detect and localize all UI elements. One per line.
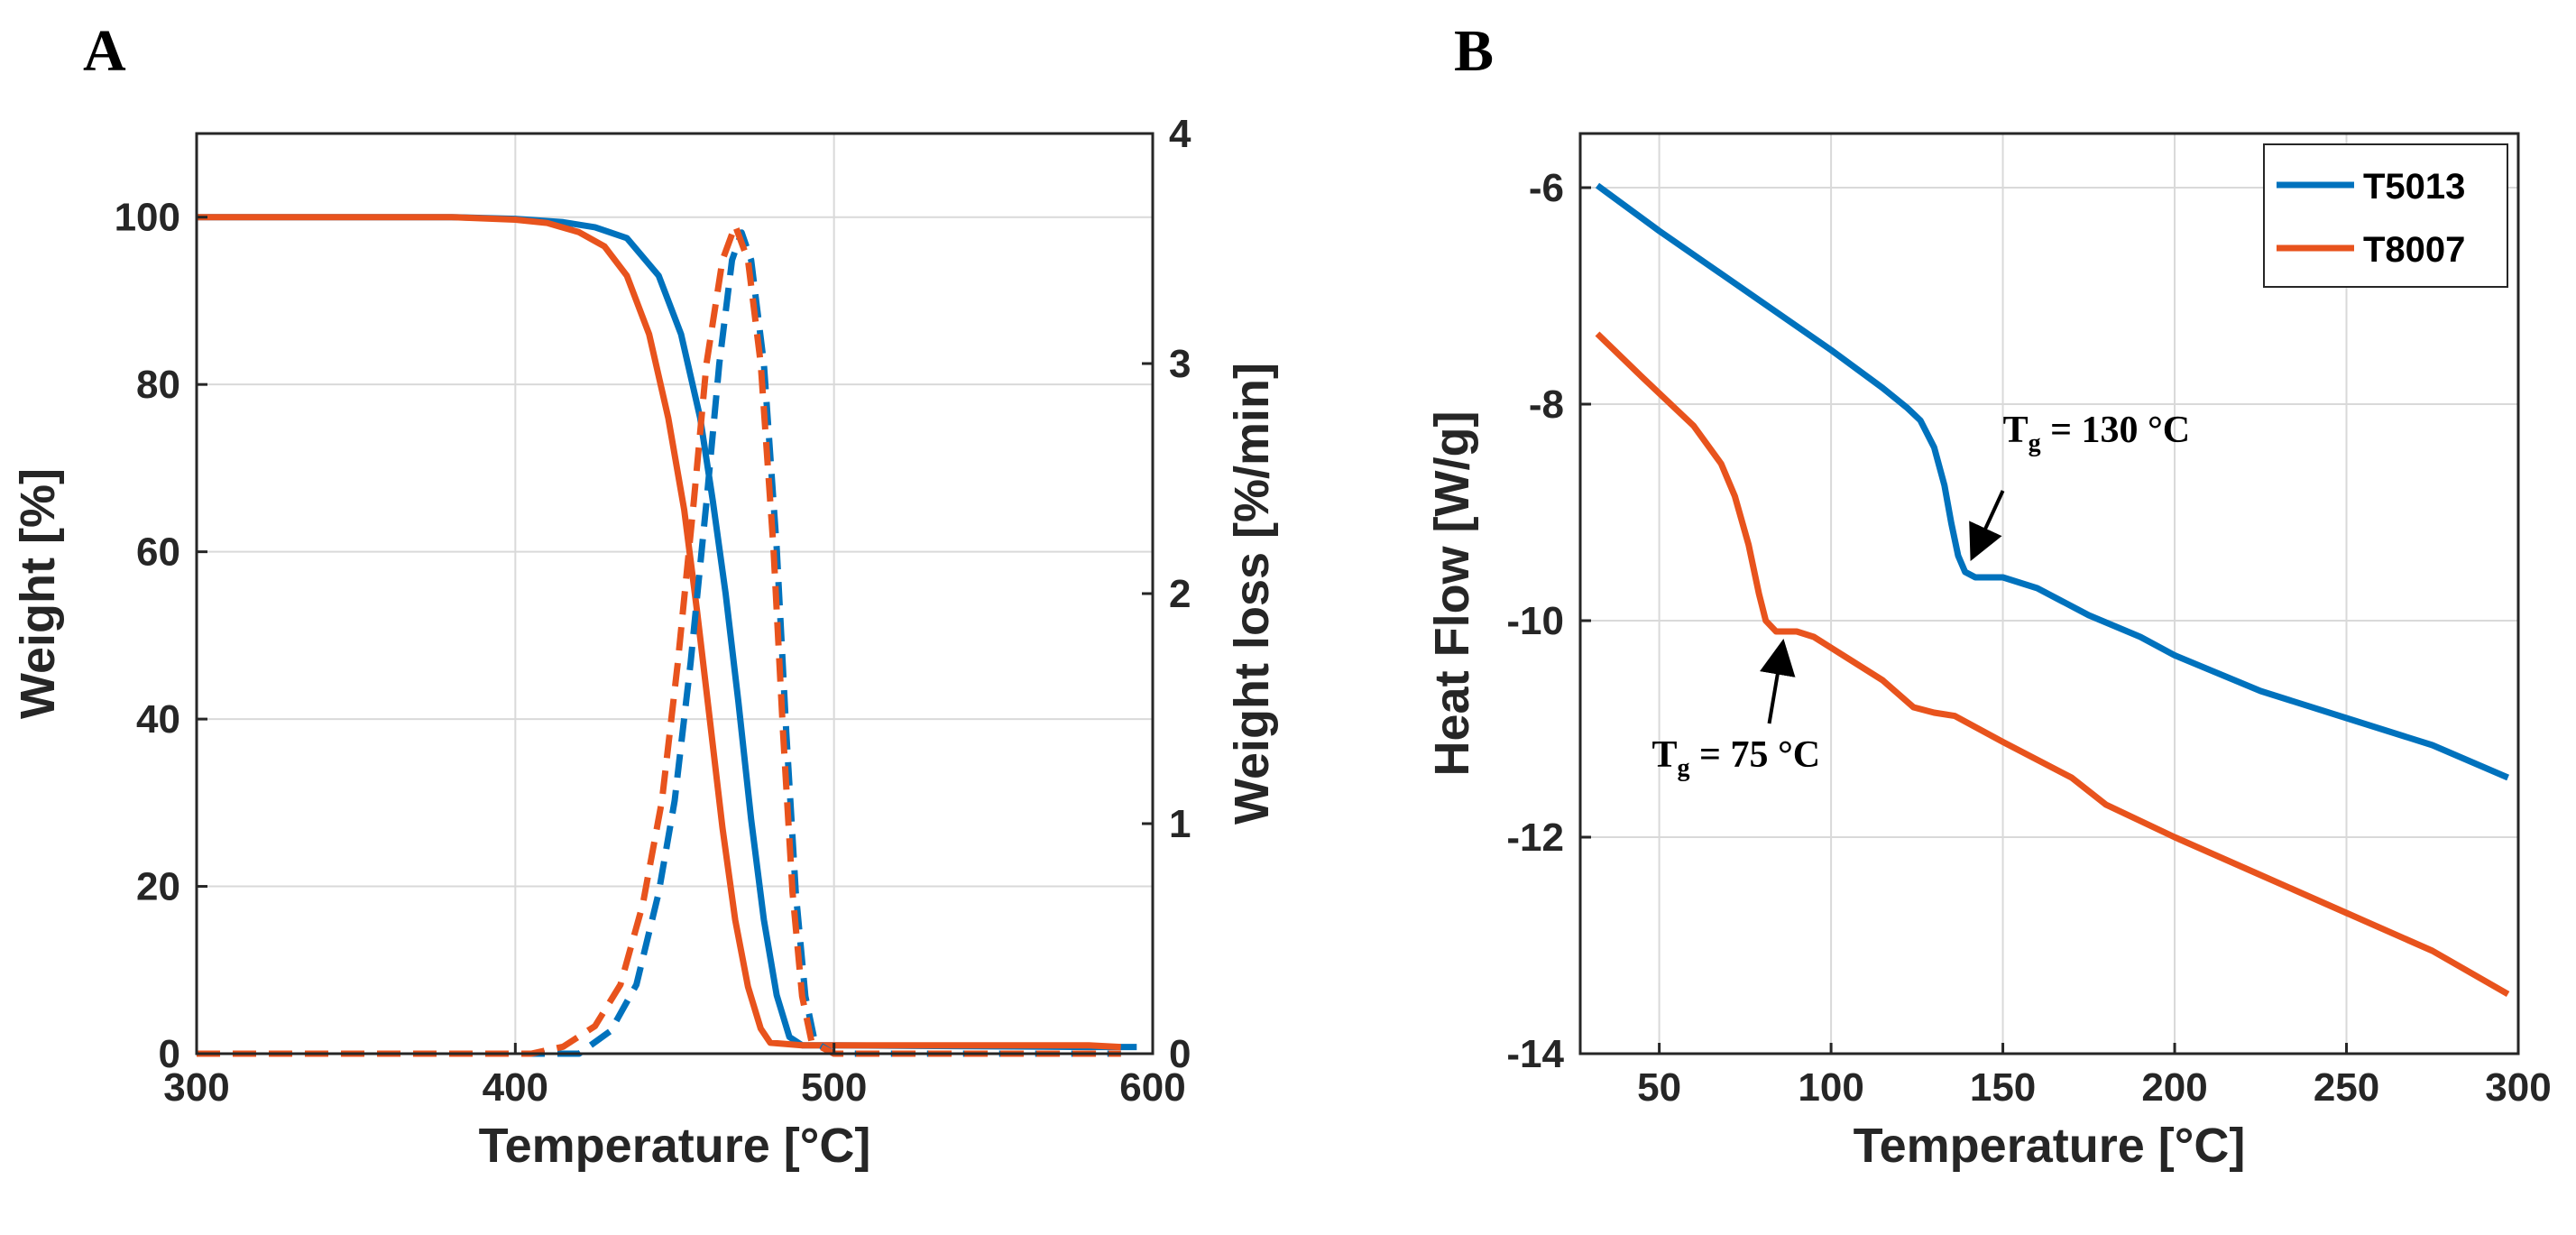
chart-b-x-tick-label: 250 bbox=[2314, 1065, 2379, 1110]
chart-a-series bbox=[197, 214, 1137, 1057]
chart-b-y-tick-label: -6 bbox=[1529, 166, 1564, 210]
chart-b-series bbox=[1595, 182, 2510, 998]
annotation-text-130-sub: g bbox=[2029, 429, 2041, 457]
panel-label-b: B bbox=[1454, 18, 1494, 84]
chart-b-y-tick-label: -14 bbox=[1506, 1032, 1564, 1076]
chart-a-y-tick-label: 100 bbox=[115, 196, 180, 240]
chart-a-y-tick-label: 60 bbox=[136, 530, 180, 575]
annotation-text-130-main: T bbox=[2003, 410, 2029, 451]
chart-a-x-tick-label: 300 bbox=[163, 1065, 229, 1110]
annotation-text-75-main: T bbox=[1652, 734, 1678, 776]
annotation-text-75-sub: g bbox=[1678, 754, 1690, 782]
chart-b-series-t5013 bbox=[1595, 182, 2509, 781]
annotation-text-75: Tg = 75 °C bbox=[1652, 734, 1821, 782]
chart-a-x-tick-label: 400 bbox=[483, 1065, 548, 1110]
annotation-arrow-130 bbox=[1969, 490, 2005, 562]
chart-b-y-tick-label: -8 bbox=[1529, 382, 1564, 427]
chart-a-y-tick-label: 40 bbox=[136, 697, 180, 742]
chart-a-y2-tick-label: 3 bbox=[1169, 342, 1191, 386]
chart-b-x-axis-label: Temperature [°C] bbox=[1854, 1119, 2246, 1173]
chart-b-y-tick-label: -12 bbox=[1506, 816, 1564, 860]
chart-a-y2-tick-label: 1 bbox=[1169, 802, 1191, 846]
chart-a-series-t8007-weight-loss bbox=[197, 222, 1121, 1057]
annotation-text-130: Tg = 130 °C bbox=[2003, 410, 2191, 457]
chart-b-y-axis-label: Heat Flow [W/g] bbox=[1425, 411, 1479, 777]
chart-a-x-axis-label: Temperature [°C] bbox=[479, 1119, 871, 1173]
chart-a-series-t5013-weight-loss bbox=[197, 229, 1121, 1057]
chart-a-y-axis-label: Weight [%] bbox=[11, 468, 65, 719]
chart-a-y2-tick-label: 2 bbox=[1169, 572, 1191, 616]
annotation-arrow-75 bbox=[1760, 639, 1796, 724]
chart-a-y2-tick-label: 0 bbox=[1169, 1032, 1191, 1076]
annotation-text-130-rest: = 130 °C bbox=[2041, 410, 2191, 451]
chart-b-x-tick-label: 100 bbox=[1798, 1065, 1863, 1110]
chart-a-grid bbox=[196, 134, 1154, 1055]
chart-a-y2-tick-label: 4 bbox=[1169, 112, 1191, 156]
chart-a-x-tick-label: 600 bbox=[1119, 1065, 1185, 1110]
chart-b-x-tick-label: 200 bbox=[2141, 1065, 2207, 1110]
chart-a-y2-axis-label: Weight loss [%/min] bbox=[1225, 363, 1279, 825]
annotation-tg-130: Tg = 130 °C bbox=[1969, 410, 2191, 562]
legend-box bbox=[2263, 143, 2508, 288]
panel-label-a: A bbox=[83, 18, 126, 84]
chart-b-y-tick-label: -10 bbox=[1506, 599, 1564, 643]
legend-label-t5013: T5013 bbox=[2363, 167, 2465, 207]
chart-b-ticks: 50 100 150 200 250 300 -14 -12 -10 -8 -6 bbox=[1506, 166, 2551, 1110]
chart-a-y-tick-label: 0 bbox=[159, 1032, 180, 1076]
chart-a-y-tick-label: 80 bbox=[136, 363, 180, 407]
chart-a-series-t8007-weight bbox=[197, 214, 1121, 1051]
chart-b-x-tick-label: 50 bbox=[1637, 1065, 1681, 1110]
chart-b-x-tick-label: 150 bbox=[1970, 1065, 2036, 1110]
chart-b-x-tick-label: 300 bbox=[2485, 1065, 2551, 1110]
legend-label-t8007: T8007 bbox=[2363, 230, 2465, 270]
chart-a-x-tick-label: 500 bbox=[801, 1065, 867, 1110]
chart-a-y-tick-label: 20 bbox=[136, 865, 180, 909]
chart-a-series-t5013-weight bbox=[197, 214, 1137, 1051]
chart-b-legend: T5013 T8007 bbox=[2263, 143, 2508, 288]
chart-b-frame bbox=[1578, 132, 2520, 1055]
chart-a-frame bbox=[195, 132, 1155, 1055]
annotation-text-75-rest: = 75 °C bbox=[1690, 734, 1821, 776]
chart-b-series-t8007 bbox=[1595, 331, 2510, 998]
chart-b: 50 100 150 200 250 300 -14 -12 -10 -8 -6 Temperatu… bbox=[1425, 132, 2552, 1173]
annotation-tg-75: Tg = 75 °C bbox=[1652, 639, 1821, 782]
